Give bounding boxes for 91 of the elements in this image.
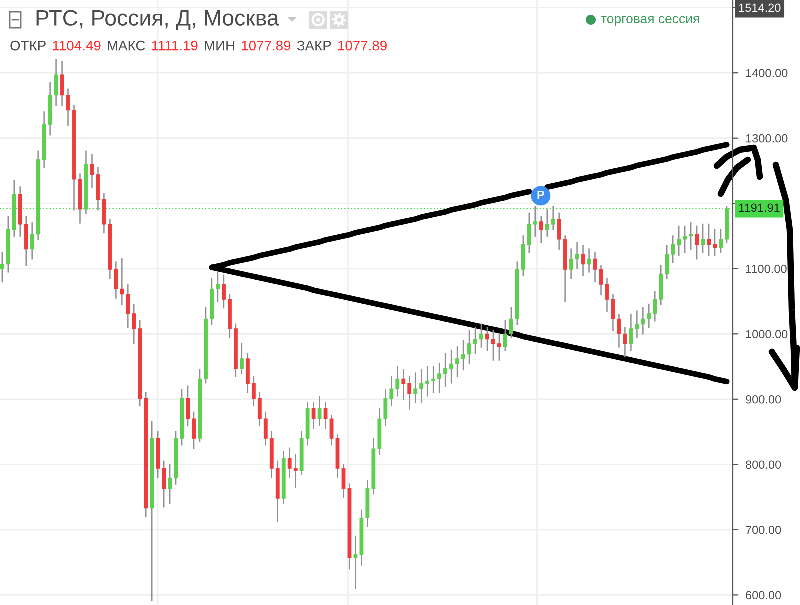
candlestick — [713, 229, 717, 256]
candlestick — [719, 229, 723, 254]
candlestick — [126, 284, 130, 328]
candlestick — [683, 226, 688, 254]
candlestick — [192, 412, 196, 449]
annotation: P — [538, 190, 544, 200]
candlestick — [414, 372, 418, 404]
candlestick — [587, 248, 592, 273]
candlestick — [509, 307, 514, 338]
y-tick-label: 1000.00 — [746, 330, 788, 339]
candlestick — [426, 366, 430, 397]
candlestick — [30, 222, 34, 260]
candlestick — [707, 224, 712, 256]
candlestick — [665, 245, 670, 280]
candlestick — [450, 350, 454, 384]
candlestick — [168, 464, 172, 504]
candlestick — [60, 61, 64, 106]
candlestick — [503, 320, 508, 352]
candlestick — [677, 226, 682, 256]
candlestick — [396, 366, 400, 397]
candlestick — [468, 330, 472, 364]
candlestick — [635, 310, 640, 338]
candlestick — [186, 386, 190, 426]
candlestick — [527, 212, 532, 254]
candlestick — [629, 314, 634, 352]
candlestick — [330, 415, 334, 446]
candlestick — [216, 272, 220, 302]
candlestick — [438, 362, 442, 394]
candlestick — [354, 536, 358, 590]
candlestick — [318, 396, 322, 426]
candlestick — [456, 346, 460, 378]
candlestick — [581, 245, 586, 276]
candlestick — [114, 262, 118, 299]
candlestick — [497, 334, 502, 361]
candlestick — [557, 212, 562, 250]
candlestick — [222, 274, 226, 309]
candlestick — [294, 454, 298, 488]
candlestick — [671, 236, 676, 263]
candlestick — [384, 389, 388, 426]
candlestick — [252, 376, 256, 407]
candlestick — [623, 327, 628, 358]
candlestick — [420, 369, 424, 404]
candlestick — [240, 343, 244, 374]
chart-title: РТС, Россия, Д, Москва — [36, 10, 280, 30]
y-tick-label: 900.00 — [746, 395, 782, 404]
candlestick — [444, 353, 448, 387]
candlestick — [462, 340, 466, 371]
candlestick — [288, 448, 292, 478]
candlestick — [569, 248, 574, 280]
y-tick-label: 800.00 — [746, 460, 782, 470]
candlestick — [312, 402, 316, 430]
y-tick-label: 700.00 — [746, 526, 782, 534]
annotation: торговая сессия — [601, 16, 700, 26]
candlestick — [0, 252, 4, 283]
candlestick — [264, 412, 268, 446]
text: 1514.20 — [739, 4, 781, 12]
candlestick — [66, 88, 70, 126]
candlestick — [474, 327, 478, 354]
candlestick — [551, 206, 556, 230]
candlestick — [132, 304, 136, 345]
candlestick — [162, 460, 166, 508]
candlestick — [258, 392, 262, 426]
y-tick-label: 1100.00 — [746, 264, 787, 274]
candlestick — [641, 307, 646, 335]
candlestick — [402, 369, 406, 400]
candlestick — [90, 154, 94, 188]
candlestick — [120, 258, 124, 306]
candlestick — [539, 216, 544, 244]
candlestick — [492, 330, 496, 361]
candlestick — [545, 210, 550, 237]
candlestick — [647, 304, 652, 328]
y-tick-label: 600.00 — [746, 591, 782, 600]
candlestick — [390, 376, 394, 407]
candlestick — [701, 224, 706, 254]
candlestick — [617, 314, 622, 348]
candlestick — [486, 327, 490, 352]
candlestick — [653, 291, 658, 322]
candlestick — [480, 324, 484, 348]
candlestick — [324, 402, 328, 430]
y-tick-label: 1400.00 — [746, 69, 788, 78]
candlestick — [432, 366, 436, 394]
candlestick — [533, 206, 538, 237]
candlestick — [54, 59, 58, 106]
candlestick — [695, 226, 700, 260]
text: ОТКР 1104.49 МАКС 1111.19 МИН 1077.89 ЗАКР 1077.89 — [10, 40, 387, 51]
candlestick — [611, 294, 616, 332]
ref-line-label: 1191.91 — [739, 204, 780, 212]
candlestick — [689, 222, 694, 250]
candlestick — [575, 242, 580, 270]
candlestick — [408, 376, 412, 410]
y-tick-label: 1300.00 — [746, 134, 788, 143]
